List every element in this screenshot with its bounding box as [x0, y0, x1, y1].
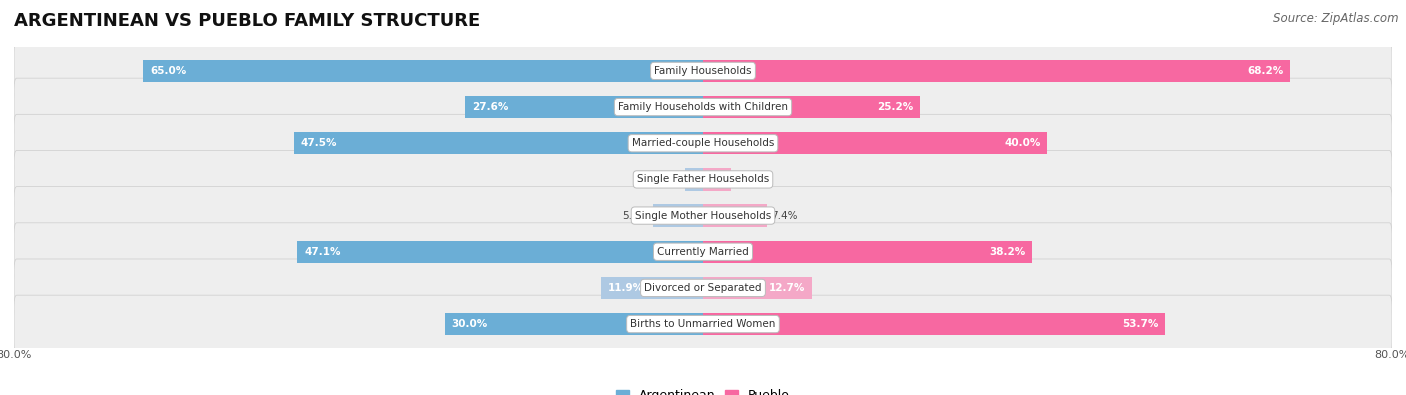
Bar: [703, 241, 1032, 263]
Text: 12.7%: 12.7%: [769, 283, 806, 293]
Text: 2.1%: 2.1%: [654, 175, 681, 184]
FancyBboxPatch shape: [14, 259, 1392, 317]
Text: Family Households: Family Households: [654, 66, 752, 76]
Text: 7.4%: 7.4%: [770, 211, 797, 220]
Text: Single Mother Households: Single Mother Households: [636, 211, 770, 220]
FancyBboxPatch shape: [14, 114, 1392, 172]
Text: Source: ZipAtlas.com: Source: ZipAtlas.com: [1274, 12, 1399, 25]
Text: ARGENTINEAN VS PUEBLO FAMILY STRUCTURE: ARGENTINEAN VS PUEBLO FAMILY STRUCTURE: [14, 12, 481, 30]
Text: 40.0%: 40.0%: [1004, 138, 1040, 148]
Text: 47.1%: 47.1%: [304, 247, 340, 257]
Text: 38.2%: 38.2%: [988, 247, 1025, 257]
Bar: [600, 277, 703, 299]
Text: 30.0%: 30.0%: [451, 319, 488, 329]
Bar: [703, 277, 813, 299]
Bar: [143, 60, 703, 82]
Text: 5.8%: 5.8%: [623, 211, 648, 220]
Text: Married-couple Households: Married-couple Households: [631, 138, 775, 148]
Bar: [652, 204, 703, 227]
Bar: [703, 204, 766, 227]
Text: 11.9%: 11.9%: [607, 283, 644, 293]
Text: Births to Unmarried Women: Births to Unmarried Women: [630, 319, 776, 329]
Text: 53.7%: 53.7%: [1122, 319, 1159, 329]
FancyBboxPatch shape: [14, 187, 1392, 245]
Bar: [294, 132, 703, 154]
Legend: Argentinean, Pueblo: Argentinean, Pueblo: [612, 384, 794, 395]
Text: 68.2%: 68.2%: [1247, 66, 1284, 76]
Bar: [465, 96, 703, 118]
FancyBboxPatch shape: [14, 42, 1392, 100]
FancyBboxPatch shape: [14, 150, 1392, 208]
FancyBboxPatch shape: [14, 295, 1392, 353]
Text: 65.0%: 65.0%: [150, 66, 187, 76]
Text: 47.5%: 47.5%: [301, 138, 337, 148]
Bar: [703, 168, 731, 191]
Text: Family Households with Children: Family Households with Children: [619, 102, 787, 112]
Text: Single Father Households: Single Father Households: [637, 175, 769, 184]
Bar: [444, 313, 703, 335]
Bar: [298, 241, 703, 263]
Text: Currently Married: Currently Married: [657, 247, 749, 257]
FancyBboxPatch shape: [14, 78, 1392, 136]
Bar: [703, 96, 920, 118]
Bar: [703, 60, 1291, 82]
FancyBboxPatch shape: [14, 223, 1392, 281]
Bar: [703, 313, 1166, 335]
Text: 3.3%: 3.3%: [735, 175, 762, 184]
Text: 25.2%: 25.2%: [877, 102, 912, 112]
Text: Divorced or Separated: Divorced or Separated: [644, 283, 762, 293]
Bar: [685, 168, 703, 191]
Bar: [703, 132, 1047, 154]
Text: 27.6%: 27.6%: [472, 102, 509, 112]
